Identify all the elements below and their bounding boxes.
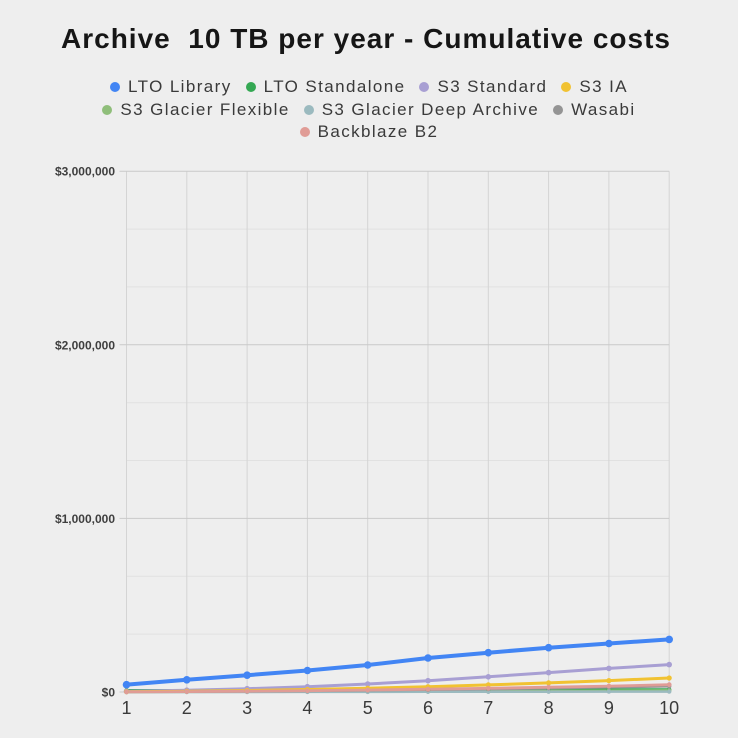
svg-text:$3,000,000: $3,000,000 xyxy=(55,165,115,179)
svg-text:5: 5 xyxy=(363,698,373,718)
svg-text:6: 6 xyxy=(423,698,433,718)
svg-text:2: 2 xyxy=(182,698,192,718)
svg-text:$0: $0 xyxy=(102,686,116,700)
svg-text:$2,000,000: $2,000,000 xyxy=(55,338,115,352)
svg-text:9: 9 xyxy=(604,698,614,718)
svg-text:$1,000,000: $1,000,000 xyxy=(55,512,115,526)
svg-text:8: 8 xyxy=(544,698,554,718)
svg-text:1: 1 xyxy=(121,698,131,718)
svg-text:4: 4 xyxy=(302,698,312,718)
svg-text:3: 3 xyxy=(242,698,252,718)
svg-text:7: 7 xyxy=(483,698,493,718)
svg-text:10: 10 xyxy=(659,698,679,718)
